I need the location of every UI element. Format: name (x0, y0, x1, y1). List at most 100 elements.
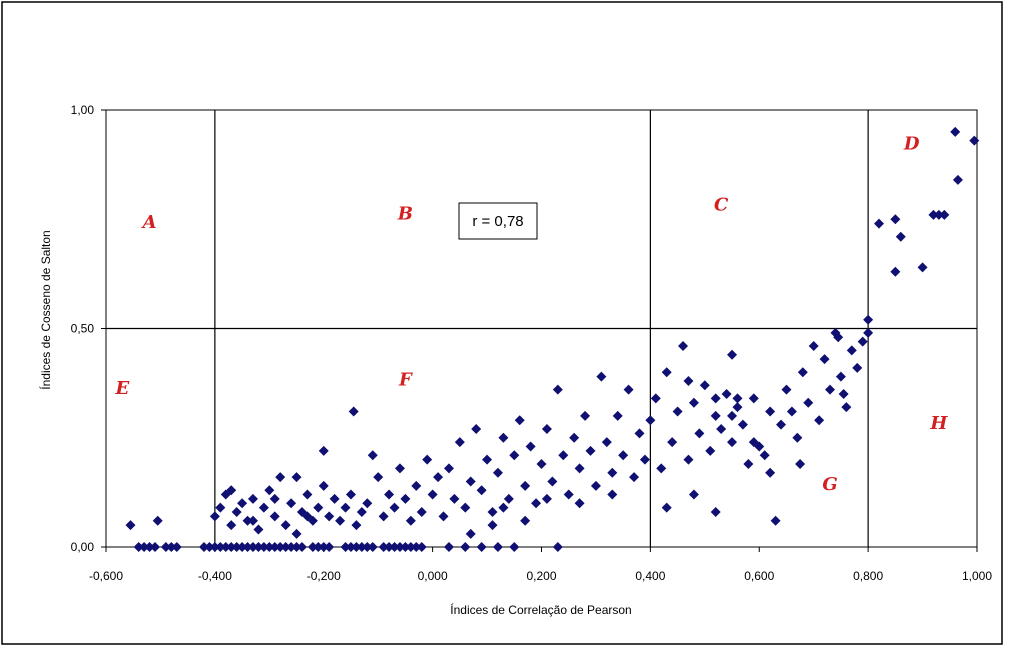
data-point (552, 542, 563, 552)
data-point (759, 450, 770, 461)
data-point (152, 515, 163, 526)
data-point (264, 485, 275, 496)
data-point (367, 542, 378, 552)
data-point (340, 542, 351, 552)
data-point (917, 262, 928, 273)
y-axis-ticks: 0,00 0,50 1,00 (71, 103, 106, 554)
region-label-e: E (114, 378, 129, 399)
data-point (144, 542, 155, 552)
data-point (852, 362, 863, 373)
data-point (732, 393, 743, 404)
data-point (242, 515, 253, 526)
data-point (166, 542, 177, 552)
data-point (280, 520, 291, 531)
y-axis-title: Índices de Cosseno de Salton (38, 230, 53, 389)
data-point (520, 480, 531, 491)
data-point (645, 415, 656, 426)
data-point (139, 542, 150, 552)
data-point (378, 511, 389, 522)
data-point (803, 397, 814, 408)
data-point (743, 458, 754, 469)
data-point (258, 502, 269, 513)
data-point (427, 489, 438, 500)
data-point (476, 485, 487, 496)
data-point (204, 542, 215, 552)
data-point (471, 424, 482, 435)
x-tick-label: 0,600 (744, 569, 774, 583)
data-point (296, 542, 307, 552)
data-point (269, 493, 280, 504)
data-point (890, 214, 901, 225)
data-point (629, 472, 640, 483)
data-point (389, 502, 400, 513)
data-point (509, 542, 520, 552)
data-point (286, 498, 297, 509)
data-point (291, 528, 302, 539)
data-point (215, 502, 226, 513)
data-point (389, 542, 400, 552)
data-point (525, 441, 536, 452)
data-point (950, 126, 961, 137)
data-point (678, 340, 689, 351)
data-point (601, 437, 612, 448)
data-point (688, 489, 699, 500)
data-point (814, 415, 825, 426)
data-point (400, 542, 411, 552)
threshold-lines (106, 110, 977, 547)
data-point (231, 542, 242, 552)
data-point (639, 454, 650, 465)
data-point (329, 493, 340, 504)
data-point (302, 489, 313, 500)
data-point (547, 476, 558, 487)
data-point (171, 542, 182, 552)
data-point (667, 437, 678, 448)
data-point (362, 542, 373, 552)
data-point (345, 542, 356, 552)
data-point (634, 428, 645, 439)
x-axis-title: Índices de Correlação de Pearson (450, 602, 631, 617)
data-point (324, 511, 335, 522)
x-tick-label: -0,400 (198, 569, 232, 583)
data-point (596, 371, 607, 382)
data-point (765, 467, 776, 478)
data-point (247, 515, 258, 526)
data-point (324, 542, 335, 552)
data-point (952, 174, 963, 185)
data-point (765, 406, 776, 417)
data-point (373, 472, 384, 483)
data-point (226, 542, 237, 552)
data-point (449, 493, 460, 504)
data-point (476, 542, 487, 552)
data-point (833, 332, 844, 343)
data-point (215, 542, 226, 552)
data-point (721, 389, 732, 400)
data-point (727, 410, 738, 421)
data-point (394, 463, 405, 474)
data-point (699, 380, 710, 391)
data-point (348, 406, 359, 417)
data-point (492, 467, 503, 478)
data-point (394, 542, 405, 552)
data-point (688, 397, 699, 408)
data-point (307, 542, 318, 552)
region-label-g: G (822, 474, 837, 495)
x-tick-label: 0,000 (418, 569, 448, 583)
correlation-annotation: r = 0,78 (458, 202, 538, 240)
data-point (209, 542, 220, 552)
region-label-b: B (397, 203, 413, 224)
data-point (748, 437, 759, 448)
data-point (705, 445, 716, 456)
data-point (160, 542, 171, 552)
region-label-h: H (929, 413, 948, 434)
data-point (226, 520, 237, 531)
y-tick-label: 0,50 (71, 322, 95, 336)
data-point (612, 410, 623, 421)
data-point (460, 502, 471, 513)
data-point (569, 432, 580, 443)
data-point (727, 437, 738, 448)
data-point (318, 542, 329, 552)
data-point (269, 511, 280, 522)
data-point (732, 402, 743, 413)
data-point (487, 520, 498, 531)
data-point (795, 458, 806, 469)
